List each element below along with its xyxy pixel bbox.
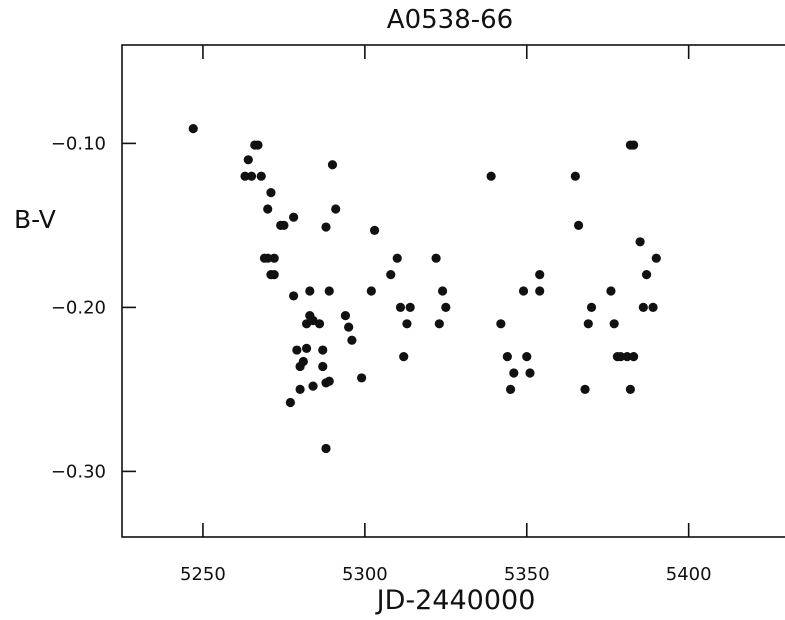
- data-point: [188, 124, 198, 134]
- data-point: [386, 270, 396, 280]
- x-tick-label: 5400: [666, 564, 712, 585]
- x-tick-label: 5250: [180, 564, 226, 585]
- data-point: [606, 286, 616, 296]
- data-point: [369, 225, 380, 235]
- data-point: [308, 381, 318, 391]
- data-point: [648, 302, 658, 312]
- data-point: [256, 171, 266, 181]
- data-point: [292, 345, 302, 355]
- data-point: [324, 376, 334, 386]
- data-point: [570, 171, 580, 181]
- data-point: [289, 291, 299, 301]
- data-point: [347, 335, 357, 345]
- data-point: [405, 302, 415, 312]
- data-point: [651, 253, 661, 263]
- data-point: [266, 188, 276, 198]
- data-point: [641, 270, 652, 280]
- data-point: [366, 286, 376, 296]
- data-point: [509, 368, 519, 378]
- data-point: [635, 237, 645, 247]
- data-point: [253, 140, 263, 150]
- data-point: [437, 286, 448, 296]
- data-point: [263, 204, 273, 214]
- data-point: [486, 171, 496, 181]
- data-point: [314, 319, 325, 329]
- data-point: [279, 220, 289, 230]
- data-point: [583, 319, 593, 329]
- data-point: [638, 302, 648, 312]
- data-point: [586, 302, 597, 312]
- data-point: [263, 253, 273, 263]
- data-point: [240, 171, 250, 181]
- x-axis-ticks: 5250 5300 5350 5400: [180, 45, 712, 585]
- data-point: [535, 270, 545, 280]
- data-point: [395, 302, 406, 312]
- data-point: [344, 322, 354, 332]
- data-point: [269, 270, 279, 280]
- data-point: [525, 368, 535, 378]
- y-axis-label: B-V: [14, 205, 56, 234]
- data-point: [318, 361, 328, 372]
- data-point: [298, 356, 308, 367]
- data-point: [246, 171, 257, 181]
- data-point: [573, 220, 584, 230]
- data-point: [431, 253, 441, 263]
- data-point: [522, 352, 532, 362]
- data-point: [392, 253, 402, 263]
- data-point: [535, 286, 545, 296]
- data-points: [188, 124, 661, 454]
- y-tick-label: −0.10: [51, 133, 106, 154]
- data-point: [301, 343, 312, 353]
- y-axis-ticks: −0.10 −0.20 −0.30: [51, 133, 136, 482]
- chart-title: A0538-66: [387, 5, 513, 35]
- data-point: [518, 286, 529, 296]
- y-tick-label: −0.20: [51, 297, 106, 318]
- x-axis-label: JD-2440000: [375, 585, 536, 616]
- data-point: [340, 311, 351, 321]
- data-point: [269, 253, 279, 263]
- data-point: [609, 319, 619, 329]
- data-point: [321, 222, 331, 232]
- data-point: [321, 443, 331, 454]
- x-tick-label: 5350: [504, 564, 550, 585]
- y-tick-label: −0.30: [51, 461, 106, 482]
- data-point: [441, 302, 451, 312]
- data-point: [285, 397, 295, 408]
- data-point: [327, 160, 338, 170]
- data-point: [496, 319, 506, 329]
- data-point: [318, 345, 328, 355]
- data-point: [622, 352, 632, 362]
- x-tick-label: 5300: [342, 564, 388, 585]
- data-point: [616, 352, 626, 362]
- data-point: [324, 286, 334, 296]
- data-point: [505, 384, 516, 394]
- data-point: [295, 384, 305, 394]
- data-point: [357, 373, 367, 383]
- data-point: [305, 286, 315, 296]
- data-point: [629, 352, 639, 362]
- data-point: [629, 140, 639, 150]
- data-point: [399, 352, 409, 362]
- data-point: [625, 384, 635, 394]
- data-point: [580, 384, 590, 394]
- data-point: [502, 352, 512, 362]
- data-point: [434, 319, 444, 329]
- data-point: [289, 212, 299, 222]
- data-point: [243, 155, 253, 165]
- plot-frame: [121, 44, 785, 538]
- data-point: [331, 204, 341, 214]
- data-point: [402, 319, 412, 329]
